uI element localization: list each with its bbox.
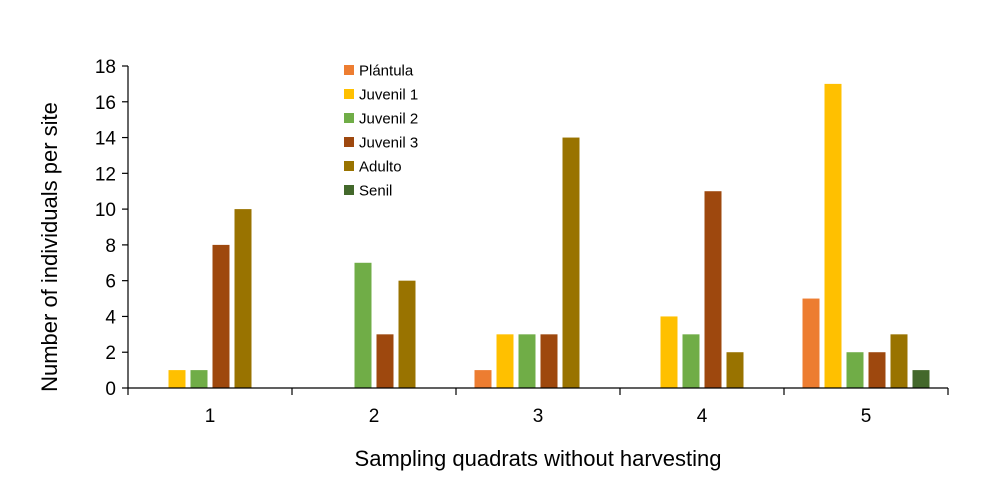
bar-juvenil-2-q3 [518,334,536,388]
legend-swatch [344,137,354,147]
bar-juvenil-1-q5 [824,83,842,388]
x-ticks-group: 1 2 3 4 5 [127,388,949,427]
bar-pl-ntula-q3 [474,370,492,388]
bars-group [168,83,930,388]
y-ticks-group: 0 2 4 6 8 10 12 14 16 18 [95,57,128,400]
y-tick-label: 18 [95,57,116,78]
legend-label: Plántula [359,63,414,80]
y-tick-label: 8 [105,236,116,257]
y-tick-label: 16 [95,93,116,114]
bar-juvenil-3-q3 [540,334,558,388]
bar-juvenil-3-q1 [212,244,230,388]
x-tick-label: 4 [697,406,708,427]
axes-group [127,66,948,389]
bar-juvenil-1-q3 [496,334,514,388]
bar-juvenil-1-q4 [660,316,678,388]
y-tick-label: 10 [95,200,116,221]
y-tick-label: 2 [105,343,116,364]
y-tick-label: 4 [105,307,116,328]
legend-label: Adulto [359,159,402,176]
bar-adulto-q2 [398,280,416,388]
legend-label: Juvenil 1 [359,87,418,104]
x-tick-label: 1 [205,406,216,427]
legend-label: Juvenil 2 [359,111,418,128]
legend-label: Juvenil 3 [359,135,418,152]
bar-adulto-q1 [234,209,252,388]
x-tick-label: 5 [861,406,872,427]
legend-swatch [344,89,354,99]
bar-pl-ntula-q5 [802,298,820,388]
legend: Plántula Juvenil 1 Juvenil 2 Juvenil 3 Adult… [344,63,418,200]
x-tick-label: 3 [533,406,544,427]
y-tick-label: 12 [95,164,116,185]
bar-juvenil-2-q1 [190,370,208,388]
bar-adulto-q3 [562,137,580,388]
bar-adulto-q5 [890,334,908,388]
bar-juvenil-2-q2 [354,262,372,388]
y-axis-title: Number of individuals per site [37,102,62,392]
bar-juvenil-2-q5 [846,352,864,388]
legend-swatch [344,185,354,195]
bar-adulto-q4 [726,352,744,388]
bar-juvenil-1-q1 [168,370,186,388]
x-axis-title: Sampling quadrats without harvesting [355,446,722,471]
y-tick-label: 0 [105,379,116,400]
legend-swatch [344,113,354,123]
legend-label: Senil [359,183,392,200]
legend-swatch [344,65,354,75]
y-tick-label: 14 [95,129,117,150]
bar-juvenil-2-q4 [682,334,700,388]
y-tick-label: 6 [105,272,116,293]
x-tick-label: 2 [369,406,380,427]
bar-senil-q5 [912,370,930,388]
bar-juvenil-3-q5 [868,352,886,388]
legend-swatch [344,161,354,171]
bar-juvenil-3-q4 [704,191,722,388]
bar-juvenil-3-q2 [376,334,394,388]
